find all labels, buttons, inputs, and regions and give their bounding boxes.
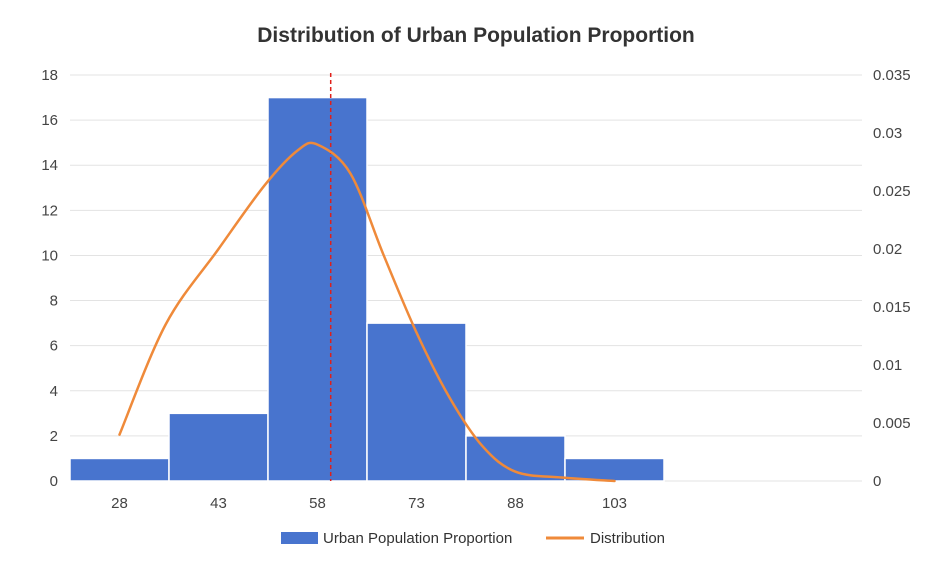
right-tick-label: 0.01 (873, 357, 902, 374)
x-tick-label: 58 (309, 495, 326, 512)
x-axis-ticks: 28 43 58 73 88 103 (111, 495, 627, 512)
right-tick-label: 0.02 (873, 241, 902, 258)
right-tick-label: 0 (873, 473, 881, 490)
left-tick-label: 14 (41, 157, 58, 174)
bar-88[interactable] (465, 435, 566, 482)
left-tick-label: 6 (50, 338, 58, 355)
bar-103[interactable] (564, 457, 665, 482)
legend-swatch-bars (281, 532, 318, 544)
right-tick-label: 0.025 (873, 183, 911, 200)
left-tick-label: 8 (50, 293, 58, 310)
right-tick-label: 0.035 (873, 67, 911, 84)
x-tick-label: 43 (210, 495, 227, 512)
left-axis-ticks: 0 2 4 6 8 10 12 14 16 18 (41, 67, 58, 490)
left-tick-label: 18 (41, 67, 58, 84)
right-tick-label: 0.03 (873, 125, 902, 142)
chart-title: Distribution of Urban Population Proport… (257, 24, 694, 47)
bars (69, 96, 665, 482)
right-axis-ticks: 0 0.005 0.01 0.015 0.02 0.025 0.03 0.035 (873, 67, 911, 490)
left-tick-label: 4 (50, 383, 58, 400)
x-tick-label: 28 (111, 495, 128, 512)
x-tick-label: 88 (507, 495, 524, 512)
distribution-curve (118, 141, 616, 483)
left-tick-label: 12 (41, 202, 58, 219)
left-tick-label: 16 (41, 112, 58, 129)
right-tick-label: 0.005 (873, 415, 911, 432)
bar-58[interactable] (267, 96, 368, 482)
x-tick-label: 73 (408, 495, 425, 512)
legend-label-bars: Urban Population Proportion (323, 530, 512, 547)
bar-28[interactable] (69, 457, 170, 482)
right-tick-label: 0.015 (873, 299, 911, 316)
legend-item-line[interactable]: Distribution (546, 530, 665, 547)
legend-label-line: Distribution (590, 530, 665, 547)
bar-43[interactable] (168, 412, 269, 482)
left-tick-label: 2 (50, 428, 58, 445)
left-tick-label: 10 (41, 247, 58, 264)
legend: Urban Population Proportion Distribution (281, 530, 665, 547)
bar-73[interactable] (366, 322, 467, 482)
legend-item-bars[interactable]: Urban Population Proportion (281, 530, 512, 547)
left-tick-label: 0 (50, 473, 58, 490)
x-tick-label: 103 (602, 495, 627, 512)
distribution-line[interactable] (118, 141, 616, 483)
